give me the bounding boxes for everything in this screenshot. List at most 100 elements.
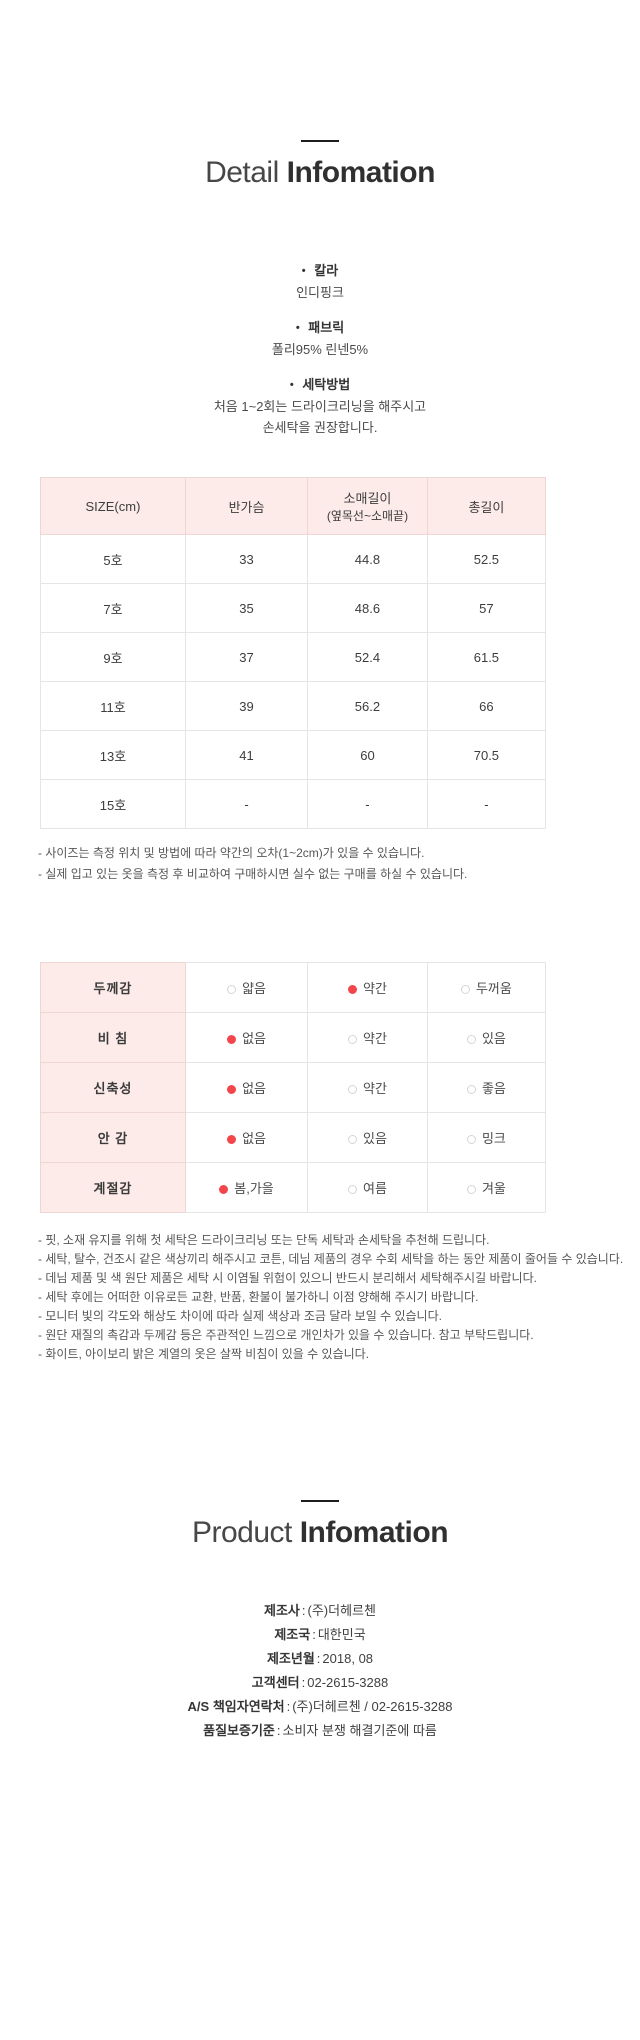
- info-separator: :: [301, 1603, 306, 1618]
- size-table-row: 5호 33 44.8 52.5: [40, 534, 547, 584]
- size-cell: 7호: [40, 583, 186, 633]
- size-table-row: 15호 - - -: [40, 779, 547, 829]
- size-cell: -: [184, 779, 309, 829]
- radio-icon: [219, 1185, 229, 1194]
- attr-label: 신축성: [40, 1062, 186, 1113]
- product-info-list: 제조사: (주)더헤르첸 제조국: 대한민국 제조년월:2018, 08 고객센터:…: [0, 1599, 640, 1743]
- info-separator: :: [301, 1675, 306, 1690]
- attr-option: 봄,가을: [184, 1162, 309, 1213]
- size-cell: 57: [426, 583, 547, 633]
- radio-icon: [227, 1135, 237, 1144]
- size-cell: -: [426, 779, 547, 829]
- section-divider-line: [301, 1500, 339, 1502]
- spec-label-text: 칼라: [314, 263, 339, 278]
- attr-label: 계절감: [40, 1162, 186, 1213]
- attr-row-elasticity: 신축성 없음 약간 좋음: [40, 1062, 547, 1113]
- attr-option-text: 좋음: [481, 1081, 506, 1096]
- size-table-row: 11호 39 56.2 66: [40, 681, 547, 731]
- attr-option: 있음: [426, 1012, 547, 1063]
- size-note-line: - 실제 입고 있는 옷을 측정 후 비교하여 구매하시면 실수 없는 구매를 …: [38, 867, 468, 881]
- attr-option-text: 밍크: [481, 1131, 506, 1146]
- attr-option-text: 있음: [481, 1031, 506, 1046]
- spec-color-value: 인디핑크: [296, 285, 344, 300]
- attr-option: 겨울: [426, 1162, 547, 1213]
- size-cell: 56.2: [307, 681, 428, 731]
- info-value: 대한민국: [317, 1627, 366, 1642]
- product-info-as-contact: A/S 책임자연락처: (주)더헤르첸 / 02-2615-3288: [0, 1695, 640, 1719]
- title-light-part: Detail: [205, 156, 279, 189]
- attr-option-text: 얇음: [242, 981, 266, 996]
- attr-option: 약간: [307, 962, 428, 1013]
- attr-option: 약간: [307, 1062, 428, 1113]
- radio-icon: [348, 1135, 357, 1144]
- info-value: 02-2615-3288: [307, 1675, 389, 1690]
- product-section-title: Product Infomation: [0, 1515, 640, 1551]
- info-value: 2018, 08: [322, 1651, 374, 1666]
- care-note-line: - 세탁 후에는 어떠한 이유로든 교환, 반품, 환불이 불가하니 이점 양해…: [38, 1290, 479, 1304]
- info-label: 품질보증기준: [203, 1723, 275, 1738]
- size-col-header: 소매길이 (옆목선~소매끝): [307, 477, 428, 535]
- size-table-row: 13호 41 60 70.5: [40, 730, 547, 780]
- info-separator: :: [312, 1627, 316, 1642]
- size-cell: 33: [184, 534, 309, 584]
- radio-icon: [466, 1035, 476, 1044]
- attr-row-season: 계절감 봄,가을 여름 겨울: [40, 1162, 547, 1213]
- attr-option-text: 없음: [242, 1031, 266, 1046]
- attr-option-text: 약간: [363, 981, 387, 996]
- size-cell: 48.6: [307, 583, 428, 633]
- info-label: 고객센터: [251, 1675, 300, 1690]
- size-cell: 9호: [40, 632, 186, 682]
- radio-icon: [348, 985, 357, 994]
- product-info-customer-center: 고객센터:02-2615-3288: [0, 1671, 640, 1695]
- attr-option-text: 두꺼움: [475, 981, 512, 996]
- size-cell: 52.4: [307, 632, 428, 682]
- product-info-manufacturer: 제조사: (주)더헤르첸: [0, 1599, 640, 1623]
- care-note-line: - 화이트, 아이보리 밝은 계열의 옷은 살짝 비침이 있을 수 있습니다.: [38, 1347, 370, 1361]
- spec-fabric: • 패브릭 폴리95% 린넨5%: [0, 318, 640, 360]
- radio-icon: [460, 985, 470, 994]
- attr-option-text: 겨울: [481, 1181, 506, 1196]
- size-cell: 70.5: [426, 730, 547, 780]
- info-separator: :: [316, 1651, 321, 1666]
- spec-washing-value-line1: 처음 1~2회는 드라이크리닝을 해주시고: [213, 399, 427, 414]
- size-cell: 35: [184, 583, 309, 633]
- attr-option-text: 약간: [363, 1031, 387, 1046]
- attr-option: 두꺼움: [426, 962, 547, 1013]
- size-table: SIZE(cm) 반가슴 소매길이 (옆목선~소매끝) 총길이 5호 33 44…: [40, 477, 547, 829]
- attr-row-lining: 안 감 없음 있음 밍크: [40, 1112, 547, 1163]
- size-col-header: 총길이: [426, 477, 547, 535]
- attr-label: 두께감: [40, 962, 186, 1013]
- attr-option: 없음: [184, 1112, 309, 1163]
- info-separator: :: [286, 1699, 291, 1714]
- detail-info-section: Detail Infomation • 칼라 인디핑크 • 패브릭 폴리95% …: [0, 140, 640, 1364]
- spec-list: • 칼라 인디핑크 • 패브릭 폴리95% 린넨5% • 세탁방법 처음 1~2…: [0, 261, 640, 438]
- radio-icon: [348, 1185, 357, 1194]
- size-col-header-main: 소매길이: [343, 491, 392, 506]
- section-divider-line: [301, 140, 339, 142]
- attr-label: 비 침: [40, 1012, 186, 1063]
- size-col-header-sub: (옆목선~소매끝): [326, 509, 409, 523]
- info-separator: :: [276, 1723, 281, 1738]
- fabric-attribute-table: 두께감 얇음 약간 두꺼움 비 침 없음 약간 있음 신축성 없음 약간 좋음: [40, 962, 547, 1213]
- attr-option: 밍크: [426, 1112, 547, 1163]
- radio-icon: [466, 1185, 476, 1194]
- title-bold-part: Infomation: [299, 1516, 449, 1549]
- size-cell: 39: [184, 681, 309, 731]
- product-info-section: Product Infomation 제조사: (주)더헤르첸 제조국: 대한민국 …: [0, 1500, 640, 1743]
- radio-icon: [348, 1035, 357, 1044]
- attr-option: 없음: [184, 1012, 309, 1063]
- spec-fabric-label: • 패브릭: [0, 318, 640, 339]
- size-cell: 61.5: [426, 632, 547, 682]
- attr-option: 좋음: [426, 1062, 547, 1113]
- spec-washing: • 세탁방법 처음 1~2회는 드라이크리닝을 해주시고 손세탁을 권장합니다.: [0, 375, 640, 438]
- size-cell: 11호: [40, 681, 186, 731]
- size-cell: 37: [184, 632, 309, 682]
- size-cell: 5호: [40, 534, 186, 584]
- attr-option: 약간: [307, 1012, 428, 1063]
- attr-option-text: 없음: [242, 1081, 266, 1096]
- title-light-part: Product: [191, 1516, 292, 1549]
- bullet-icon: •: [301, 265, 306, 277]
- care-notes: - 핏, 소재 유지를 위해 첫 세탁은 드라이크리닝 또는 단독 세탁과 손세…: [38, 1231, 640, 1364]
- bullet-icon: •: [295, 322, 300, 334]
- attr-option-text: 여름: [363, 1181, 387, 1196]
